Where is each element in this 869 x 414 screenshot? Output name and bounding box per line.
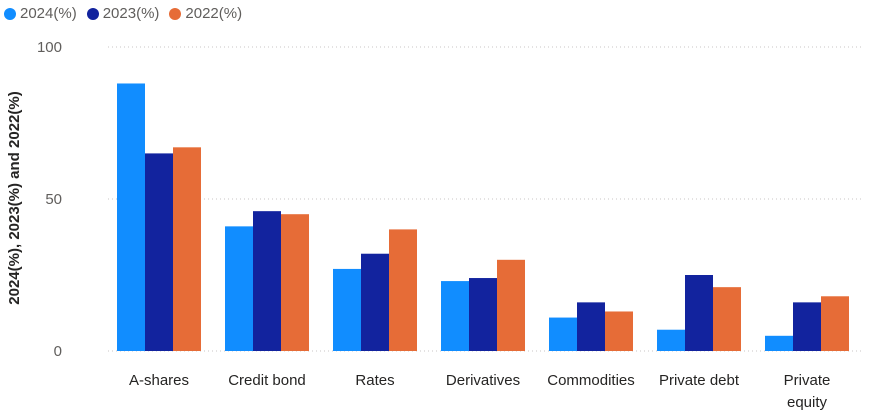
- bar-2-1: [361, 253, 389, 351]
- x-tick-label-0: A-shares: [129, 372, 189, 389]
- bar-5-1: [685, 275, 713, 351]
- bar-0-0: [117, 83, 145, 351]
- y-axis: 0 50 100: [37, 39, 62, 360]
- bar-1-0: [225, 226, 253, 351]
- bar-2-2: [389, 229, 417, 351]
- bar-5-0: [657, 329, 685, 351]
- bars: [117, 83, 849, 351]
- legend-item-2024[interactable]: 2024(%): [4, 5, 77, 22]
- y-tick-label-100: 100: [37, 39, 62, 56]
- x-tick-label-1: Credit bond: [228, 372, 306, 389]
- x-tick-label-6: Private equity: [784, 372, 831, 411]
- legend-label-2023: 2023(%): [102, 5, 160, 22]
- bar-3-2: [497, 259, 525, 351]
- bar-0-1: [145, 153, 173, 351]
- x-tick-label-2: Rates: [355, 372, 394, 389]
- legend-label-2024: 2024(%): [20, 5, 77, 22]
- legend-label-2022: 2022(%): [185, 5, 243, 22]
- bar-1-1: [253, 211, 281, 351]
- y-axis-title: 2024(%), 2023(%) and 2022(%): [6, 91, 23, 304]
- bar-1-2: [281, 214, 309, 351]
- chart-legend: 2024(%) 2023(%) 2022(%): [4, 5, 242, 22]
- bar-6-0: [765, 335, 793, 351]
- bar-6-2: [821, 296, 849, 351]
- bar-6-1: [793, 302, 821, 351]
- bar-0-2: [173, 147, 201, 351]
- y-tick-label-50: 50: [45, 191, 62, 208]
- bar-4-0: [549, 317, 577, 351]
- x-tick-label-4: Commodities: [547, 372, 635, 389]
- bar-5-2: [713, 287, 741, 351]
- legend-swatch-2022: [169, 7, 182, 20]
- legend-swatch-2023: [86, 7, 99, 20]
- x-tick-label-3: Derivatives: [446, 372, 520, 389]
- bar-4-2: [605, 311, 633, 351]
- legend-item-2022[interactable]: 2022(%): [169, 5, 242, 22]
- y-tick-label-0: 0: [54, 343, 62, 360]
- bar-2-0: [333, 268, 361, 351]
- x-tick-label-5: Private debt: [659, 372, 740, 389]
- legend-swatch-2024: [4, 7, 16, 20]
- legend-item-2023[interactable]: 2023(%): [86, 5, 160, 22]
- x-axis: A-shares Credit bond Rates Derivatives Commo…: [129, 372, 830, 411]
- bar-3-0: [441, 281, 469, 351]
- bar-4-1: [577, 302, 605, 351]
- bar-3-1: [469, 278, 497, 351]
